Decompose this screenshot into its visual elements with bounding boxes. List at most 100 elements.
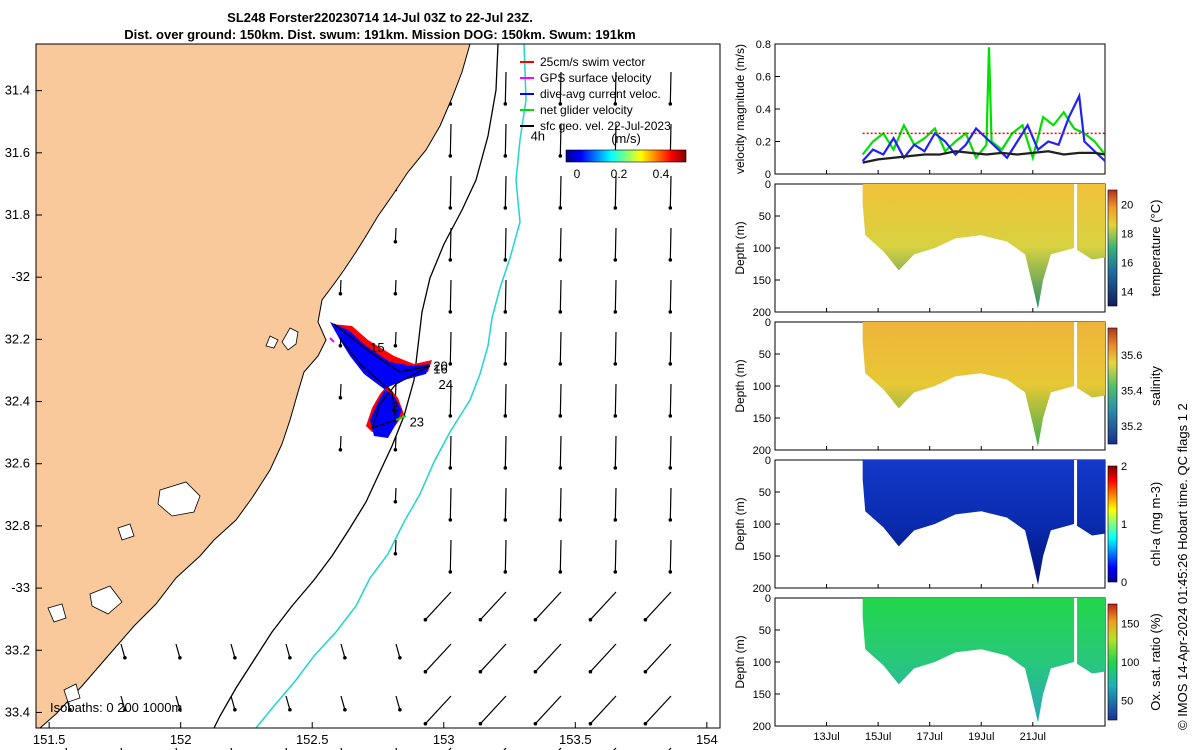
isobath-1000m (255, 43, 527, 729)
chlorophyll-panel: 0 50 100 150 200 Depth (m) 0 1 2 chl-a (mg m-3) (733, 455, 1163, 595)
depth-tick: 150 (753, 413, 771, 425)
depth-tick: 200 (753, 721, 771, 733)
isobath-200m (213, 43, 499, 729)
colorbar-tick: 18 (1121, 229, 1133, 241)
colorbar-label: chl-a (mg m-3) (1148, 482, 1163, 567)
velocity-y-tick: 0.4 (756, 104, 771, 116)
map-x-tick-label: 151.5 (33, 732, 66, 747)
salinity-panel: 0 50 100 150 200 Depth (m) 35.2 35.4 35.6 salinit… (733, 317, 1163, 457)
velocity-series-line (861, 47, 1106, 162)
map-y-tick-label: 31.8 (5, 207, 30, 222)
depth-tick: 0 (765, 455, 771, 467)
day-label: 24 (439, 377, 453, 392)
depth-tick: 100 (753, 657, 771, 669)
panel-colorbar (1107, 327, 1118, 445)
oxygen-panel: 0 50 100 150 200 Depth (m) 50 100 150 Ox. sat. ra… (733, 593, 1163, 733)
depth-tick: 200 (753, 445, 771, 457)
depth-tick: 50 (759, 487, 771, 499)
colorbar-tick: 2 (1121, 461, 1127, 473)
time-axis: 13Jul 15Jul 17Jul 19Jul 21Jul (813, 170, 1046, 743)
map-x-tick-label: 154 (696, 732, 718, 747)
colorbar-tick: 150 (1121, 618, 1139, 630)
chart-title-line1: SL248 Forster220230714 14-Jul 03Z to 22-… (227, 10, 533, 25)
colorbar-tick: 1 (1121, 519, 1127, 531)
glider-track (329, 322, 432, 438)
section-data-area (862, 460, 1105, 585)
colorbar-label: salinity (1148, 366, 1163, 406)
estuary-lakes (47, 327, 299, 703)
chart-title-line2: Dist. over ground: 150km. Dist. swum: 19… (124, 27, 636, 42)
map-y-tick-label: 32.6 (5, 456, 30, 471)
colorbar-tick: 20 (1121, 200, 1133, 212)
colorbar-tick: 14 (1121, 287, 1133, 299)
depth-tick: 150 (753, 275, 771, 287)
depth-label: Depth (m) (733, 497, 747, 550)
colorbar-tick: 35.2 (1121, 421, 1142, 433)
depth-label: Depth (m) (733, 221, 747, 274)
depth-tick: 100 (753, 519, 771, 531)
map-x-tick-label: 153.5 (559, 732, 592, 747)
land-mass (35, 43, 471, 729)
depth-tick: 100 (753, 243, 771, 255)
depth-tick: 200 (753, 583, 771, 595)
velocity-y-tick: 0.6 (756, 72, 771, 84)
colorbar-label: Ox. sat. ratio (%) (1148, 613, 1163, 711)
depth-tick: 0 (765, 593, 771, 605)
map-y-tick-label: 33.4 (5, 704, 30, 719)
temperature-panel: 0 50 100 150 200 Depth (m) 14 16 18 20 temperature… (733, 179, 1163, 319)
depth-tick: 50 (759, 349, 771, 361)
depth-tick: 50 (759, 625, 771, 637)
section-data-area (862, 322, 1105, 447)
depth-tick: 50 (759, 211, 771, 223)
day-label: 16 (433, 362, 447, 377)
colorbar-tick: 35.4 (1121, 385, 1142, 397)
legend-entry: dive-avg current veloc. (540, 87, 661, 101)
velocity-y-tick: 0.2 (756, 137, 771, 149)
map-x-axis: 151.5 152 152.5 153 153.5 154 (33, 722, 718, 747)
time-tick-label: 17Jul (917, 731, 943, 743)
time-tick-label: 15Jul (865, 731, 891, 743)
speed-colorbar: (m/s) 0 0.2 0.4 (565, 131, 687, 181)
velocity-y-tick: 0.8 (756, 39, 771, 51)
colorbar-tick: 35.6 (1121, 350, 1142, 362)
map-y-tick-label: 32.2 (5, 331, 30, 346)
surface-velocity-vectors (65, 71, 673, 750)
footer-credit: © IMOS 14-Apr-2024 01:45:26 Hobart time.… (1175, 403, 1190, 730)
day-label: 23 (410, 414, 424, 429)
time-series-panels: 0 0.2 0.4 0.6 0.8 velocity magnitude (m/s) 0 50… (733, 39, 1163, 743)
depth-tick: 100 (753, 381, 771, 393)
map-y-tick-label: -33 (11, 580, 30, 595)
time-tick-label: 13Jul (813, 731, 839, 743)
map-y-tick-label: 31.4 (5, 83, 30, 98)
map-y-tick-label: 33.2 (5, 642, 30, 657)
panel-colorbar (1107, 603, 1118, 721)
speed-colorbar-tick: 0.2 (611, 167, 628, 181)
colorbar-tick: 0 (1121, 577, 1127, 589)
depth-tick: 200 (753, 307, 771, 319)
depth-label: Depth (m) (733, 635, 747, 688)
isobath-label: Isobaths: 0 200 1000m (50, 700, 182, 715)
velocity-magnitude-panel: 0 0.2 0.4 0.6 0.8 velocity magnitude (m/s) (733, 39, 1106, 181)
velocity-y-tick: 0 (765, 169, 771, 181)
depth-tick: 0 (765, 317, 771, 329)
speed-colorbar-tick: 0 (574, 167, 581, 181)
velocity-y-label: velocity magnitude (m/s) (733, 44, 747, 174)
time-tick-label: 21Jul (1020, 731, 1046, 743)
section-data-area (862, 598, 1105, 723)
day-label: 2 (391, 399, 398, 414)
section-data-area (862, 184, 1105, 309)
day-label: 4h (531, 128, 545, 143)
speed-colorbar-label: (m/s) (611, 131, 641, 146)
speed-colorbar-tick: 0.4 (653, 167, 670, 181)
panel-colorbar (1107, 465, 1118, 583)
colorbar-tick: 100 (1121, 657, 1139, 669)
depth-tick: 0 (765, 179, 771, 191)
map-y-axis: 31.4 31.6 31.8 -32 32.2 32.4 32.6 32.8 -33 33.2 33… (5, 83, 42, 719)
map-x-tick-label: 153 (433, 732, 455, 747)
map-x-tick-label: 152 (170, 732, 192, 747)
day-label: 20 (433, 358, 447, 373)
depth-tick: 150 (753, 689, 771, 701)
